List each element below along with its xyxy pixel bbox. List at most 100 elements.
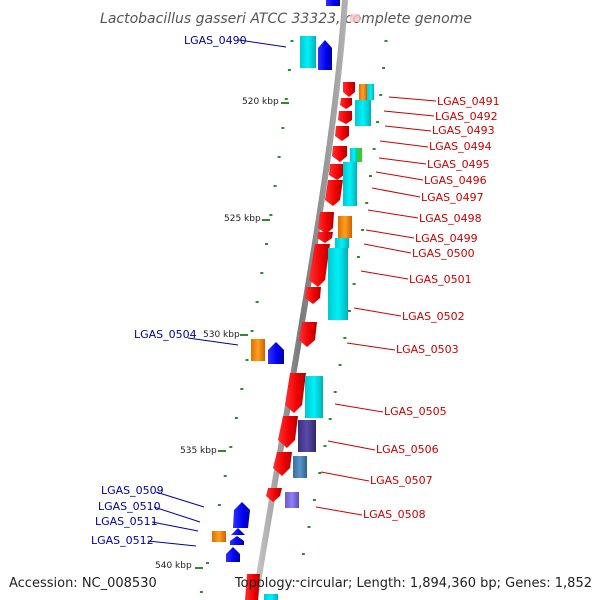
gene-label-lgas-0511[interactable]: LGAS_0511 [95,515,158,528]
gene-label-lgas-0499[interactable]: LGAS_0499 [415,232,478,245]
gc-dot [287,69,291,71]
gene-arrow-lgas-0505[interactable] [285,373,306,413]
gene-arrow-lgas-0511[interactable] [230,536,244,545]
gene-arrow-lgas-0494[interactable] [335,126,349,141]
gene-label-lgas-0496[interactable]: LGAS_0496 [424,174,487,187]
feature-block-lavender [285,492,299,508]
gene-arrow-lgas-0492[interactable] [340,98,352,109]
reverse-strand-genes [212,36,332,562]
gc-dot [265,243,268,245]
gc-dot [273,185,277,187]
gene-label-lgas-0493[interactable]: LGAS_0493 [432,124,495,137]
gene-arrow-lgas-0498[interactable] [318,212,334,234]
feature-block-cyan [300,36,316,68]
gene-arrow [245,574,260,600]
gc-dot [290,40,294,42]
gene-label-lgas-0492[interactable]: LGAS_0492 [435,110,498,123]
gc-dot [365,202,369,204]
gene-arrow-lgas-0508[interactable] [266,488,282,502]
gc-dot [352,283,356,285]
feature-block-cyan [305,376,323,418]
gene-label-lgas-0500[interactable]: LGAS_0500 [412,247,475,260]
gc-dot [323,445,327,447]
gene-label-lgas-0503[interactable]: LGAS_0503 [396,343,459,356]
gc-dot [245,359,249,361]
gene-arrow-lgas-0506[interactable] [278,416,298,448]
gene-label-lgas-0504[interactable]: LGAS_0504 [134,328,197,341]
gc-dot [260,272,264,274]
gene-arrow-lgas-0495[interactable] [332,146,347,162]
gc-dot [343,337,347,339]
gene-label-lgas-0491[interactable]: LGAS_0491 [437,95,500,108]
gc-dot [382,67,386,69]
feature-block-cyan [335,238,349,248]
gene-label-lgas-0498[interactable]: LGAS_0498 [419,212,482,225]
feature-block-green [357,148,362,162]
gene-arrow-lgas-0490[interactable] [318,40,332,70]
gene-label-lgas-0497[interactable]: LGAS_0497 [421,191,484,204]
gc-dot [361,229,365,231]
gc-dot [296,580,300,582]
scale-label-540kbp: 540 kbp [155,561,192,571]
gc-dot [328,418,332,420]
gene-arrow-lgas-0503[interactable] [299,322,317,347]
gc-dot [240,388,244,390]
gene-arrow-lgas-0496[interactable] [329,164,345,180]
gene-label-lgas-0512[interactable]: LGAS_0512 [91,534,154,547]
feature-block-orange [212,531,226,542]
gene-arrow-lgas-0493[interactable] [338,111,352,124]
gc-dot [255,301,259,303]
gc-dot [333,391,337,393]
gene-arrow-lgas-0501[interactable] [309,244,330,287]
feature-block-cyan [264,594,278,600]
gene-arrow-lgas-0499[interactable] [317,232,333,243]
gc-dot [250,330,254,332]
gene-arrow-lgas-0491[interactable] [343,82,355,97]
gc-dot [229,446,233,448]
gc-dot [338,364,342,366]
gc-dot [318,472,322,474]
scale-ticks [195,102,289,569]
feature-block-cyan [355,100,371,126]
feature-block-cyan [343,162,357,206]
accession-text: Accession: NC_008530 [9,576,157,591]
gc-dot [234,417,238,419]
gene-label-lgas-0510[interactable]: LGAS_0510 [98,500,161,513]
gene-label-lgas-0495[interactable]: LGAS_0495 [427,158,490,171]
gc-dot [277,156,281,158]
gene-label-lgas-0490[interactable]: LGAS_0490 [184,34,247,47]
gene-arrow-lgas-0512[interactable] [226,547,240,562]
gene-label-lgas-0505[interactable]: LGAS_0505 [384,405,447,418]
feature-block-cyan [367,84,374,100]
feature-block-cyan [328,248,348,320]
gc-dot [379,94,383,96]
gc-dot [348,310,351,312]
gc-dot [281,127,285,129]
scale-label-530kbp: 530 kbp [203,330,240,340]
feature-block [350,14,360,22]
gc-dot [376,121,380,123]
gene-arrow-lgas-0502[interactable] [305,287,321,304]
gc-dot [301,553,305,555]
scale-labels: 520 kbp 525 kbp 530 kbp 535 kbp 540 kbp [155,97,279,571]
gene-label-lgas-0494[interactable]: LGAS_0494 [429,140,492,153]
gene-label-lgas-0502[interactable]: LGAS_0502 [402,310,465,323]
genome-summary-text: Topology: circular; Length: 1,894,360 bp… [234,576,592,591]
gene-arrow-lgas-0497[interactable] [325,180,343,206]
gene-label-lgas-0509[interactable]: LGAS_0509 [101,484,164,497]
gc-dot [372,148,376,150]
label-connectors [147,39,437,547]
gene-arrow-lgas-0509[interactable] [233,502,250,528]
gene-arrow-lgas-0510[interactable] [231,528,245,535]
gene-label-lgas-0507[interactable]: LGAS_0507 [370,474,433,487]
feature-block-steelblue [293,456,307,478]
gene-labels-left: LGAS_0490 LGAS_0504 LGAS_0509 LGAS_0510 … [91,34,247,547]
gene-arrow [326,0,340,6]
gene-arrow-lgas-0507[interactable] [273,452,292,476]
gene-label-lgas-0508[interactable]: LGAS_0508 [363,508,426,521]
gene-label-lgas-0506[interactable]: LGAS_0506 [376,443,439,456]
gene-label-lgas-0501[interactable]: LGAS_0501 [409,273,472,286]
gene-arrow-lgas-0504[interactable] [268,342,284,364]
